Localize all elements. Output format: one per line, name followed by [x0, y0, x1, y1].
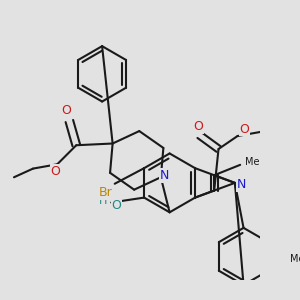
Text: O: O [61, 104, 71, 117]
Text: H: H [98, 196, 107, 206]
Text: Br: Br [99, 186, 113, 199]
Text: Me: Me [290, 254, 300, 265]
Text: N: N [160, 169, 169, 182]
Text: O: O [112, 199, 122, 212]
Text: O: O [239, 123, 249, 136]
Text: Me: Me [245, 157, 260, 167]
Text: N: N [236, 178, 246, 191]
Text: O: O [194, 120, 204, 133]
Text: O: O [51, 165, 60, 178]
